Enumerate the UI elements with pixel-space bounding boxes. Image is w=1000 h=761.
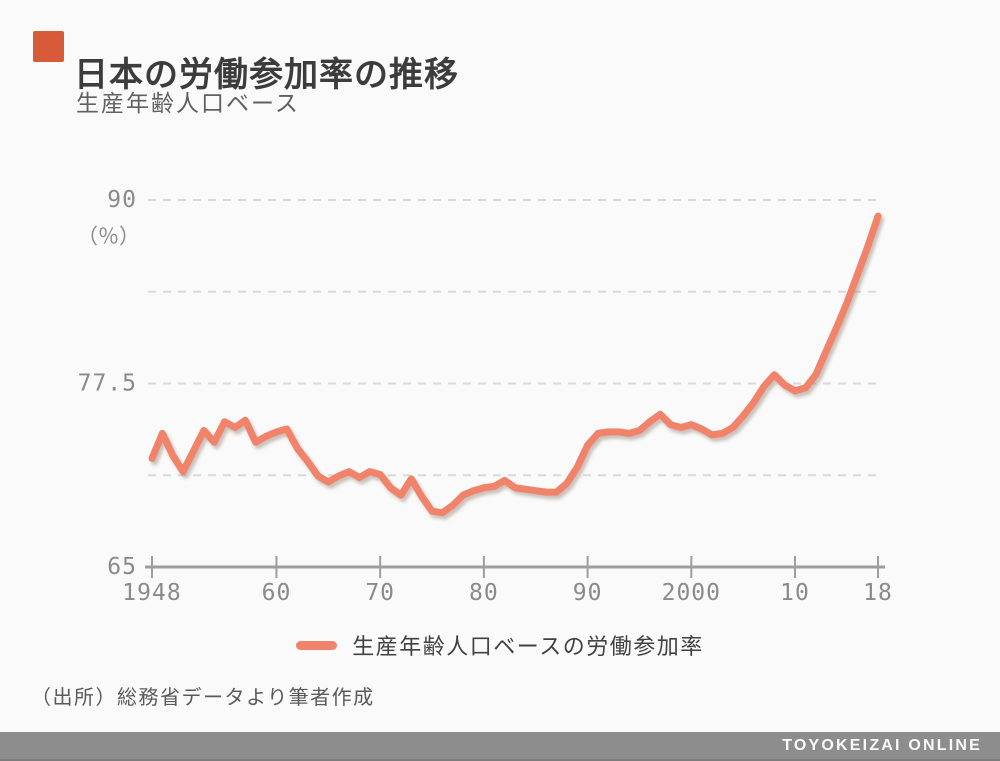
page-title: 日本の労働参加率の推移: [74, 55, 459, 94]
series-line-labor-participation: [148, 212, 882, 517]
footer-bar: TOYOKEIZAI ONLINE: [0, 732, 1000, 761]
legend: 生産年齢人口ベースの労働参加率: [0, 629, 1000, 661]
legend-label: 生産年齢人口ベースの労働参加率: [352, 634, 704, 659]
x-tick-label: 10: [780, 580, 810, 606]
x-tick-label: 2000: [662, 580, 721, 606]
y-tick-label: 65: [107, 554, 137, 580]
x-tick-label: 80: [469, 580, 499, 606]
x-tick-label: 70: [365, 580, 395, 606]
x-tick-label: 1948: [122, 580, 181, 606]
y-tick-label: 90: [107, 187, 137, 213]
y-axis-unit-label: （％）: [77, 226, 140, 249]
source-note: （出所）総務省データより筆者作成: [31, 687, 375, 709]
y-tick-label: 77.5: [78, 371, 137, 397]
title-accent-square: [33, 31, 64, 62]
legend-line-swatch: [296, 640, 338, 650]
x-tick-label: 18: [863, 580, 893, 606]
page-subtitle: 生産年齢人口ベース: [76, 90, 300, 116]
footer-brand: TOYOKEIZAI ONLINE: [782, 736, 982, 754]
x-tick-label: 90: [573, 580, 603, 606]
x-tick-label: 60: [262, 580, 292, 606]
